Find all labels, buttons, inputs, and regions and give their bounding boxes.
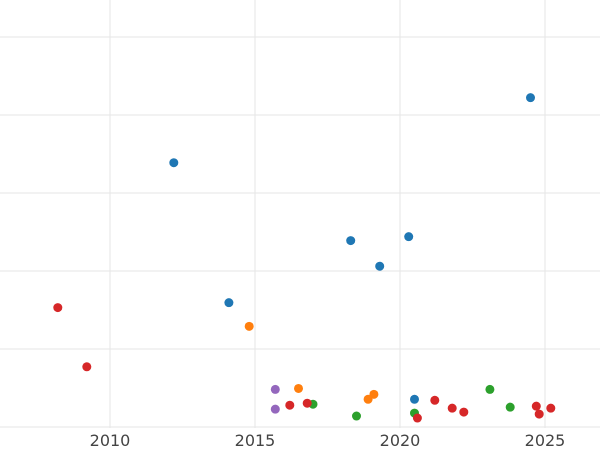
scatter-point xyxy=(270,384,280,394)
scatter-point xyxy=(369,389,379,399)
scatter-point xyxy=(53,303,63,313)
scatter-point xyxy=(485,384,495,394)
scatter-point xyxy=(412,413,422,423)
scatter-point xyxy=(526,93,535,103)
x-tick-label: 2025 xyxy=(525,431,566,450)
scatter-point xyxy=(352,411,361,421)
scatter-point xyxy=(430,395,440,405)
scatter-point xyxy=(285,400,295,410)
x-tick-label: 2015 xyxy=(235,431,276,450)
scatter-point xyxy=(505,402,515,412)
data-points xyxy=(53,93,556,423)
scatter-point xyxy=(224,298,234,308)
scatter-point xyxy=(82,362,92,372)
y-gridlines xyxy=(0,36,600,428)
scatter-point xyxy=(410,394,419,404)
scatter-point xyxy=(447,403,457,413)
scatter-point xyxy=(546,403,556,413)
x-tick-labels: 2010 2015 2020 2025 xyxy=(90,431,566,450)
scatter-point xyxy=(375,261,385,271)
scatter-point xyxy=(169,158,179,168)
x-tick-label: 2010 xyxy=(90,431,131,450)
scatter-point xyxy=(244,321,254,331)
scatter-point xyxy=(294,383,303,393)
x-tick-label: 2020 xyxy=(380,431,421,450)
scatter-point xyxy=(459,407,469,417)
scatter-point xyxy=(531,401,541,411)
scatter-point xyxy=(302,398,312,408)
scatter-point xyxy=(270,404,280,414)
scatter-point xyxy=(346,236,356,246)
x-gridlines xyxy=(109,0,546,428)
scatter-point xyxy=(404,232,414,242)
scatter-point xyxy=(534,409,544,419)
